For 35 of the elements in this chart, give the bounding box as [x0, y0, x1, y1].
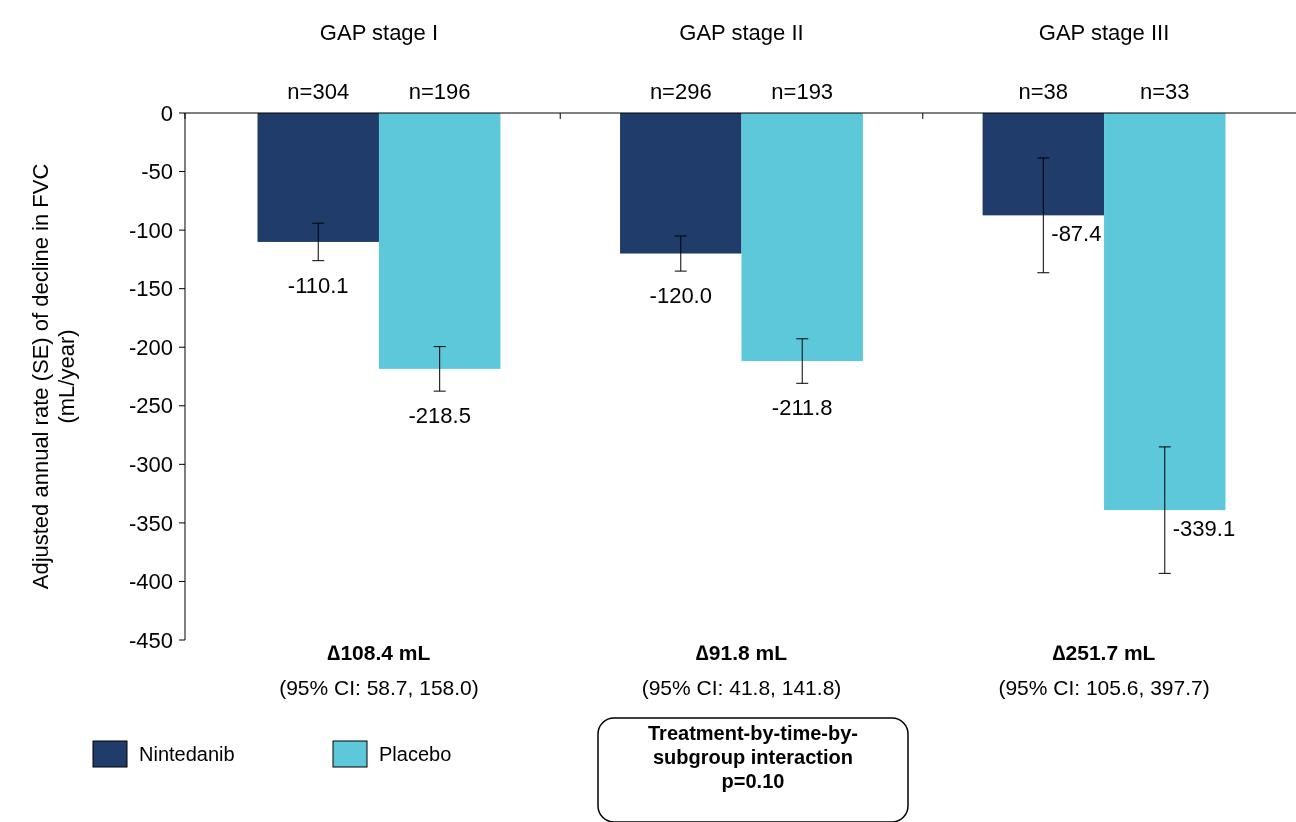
- x-tick-label: GAP stage III: [1038, 20, 1170, 45]
- text: (95% CI: 105.6, 397.7): [998, 676, 1210, 699]
- text: ∆108.4 mL: [327, 641, 431, 664]
- y-tick-label: -150: [128, 276, 173, 302]
- y-tick-label: -300: [128, 452, 173, 478]
- annotation: n=38: [1018, 79, 1069, 104]
- legend-label: Nintedanib: [139, 743, 235, 765]
- annotation: n=193: [771, 79, 834, 104]
- y-tick-label: -100: [128, 217, 173, 243]
- data-label: -120.0: [649, 283, 712, 309]
- data-label: -110.1: [287, 272, 349, 298]
- annotation: n=304: [287, 79, 350, 104]
- annotation: n=296: [649, 79, 712, 104]
- text: ∆91.8 mL: [695, 641, 788, 664]
- y-tick-label: -350: [128, 510, 173, 536]
- y-tick-label: -50: [141, 159, 173, 185]
- y-tick-label: -250: [128, 393, 173, 419]
- annotation: n=33: [1139, 79, 1190, 104]
- x-tick-label: GAP stage II: [679, 20, 804, 45]
- annotation: n=196: [408, 79, 471, 104]
- y-tick-label: 0: [160, 100, 173, 126]
- y-tick-label: -450: [128, 627, 173, 653]
- y-tick-label: -200: [128, 334, 173, 360]
- text: (95% CI: 58.7, 158.0): [279, 676, 479, 699]
- y-tick-label: -400: [128, 569, 173, 595]
- data-label: -211.8: [771, 395, 833, 421]
- data-label: -339.1: [1172, 516, 1236, 542]
- text: (95% CI: 41.8, 141.8): [641, 676, 842, 699]
- data-label: -218.5: [408, 403, 471, 429]
- legend-label: Placebo: [379, 743, 452, 765]
- x-tick-label: GAP stage I: [319, 20, 439, 45]
- y-axis-title: Adjusted annual rate (SE) of decline in FVC (mL/year): [28, 163, 80, 590]
- data-label: -87.4: [1051, 221, 1102, 247]
- text: Treatment-by-time-by-subgroup interaction p=0.10: [647, 722, 859, 792]
- text: ∆251.7 mL: [1052, 641, 1156, 664]
